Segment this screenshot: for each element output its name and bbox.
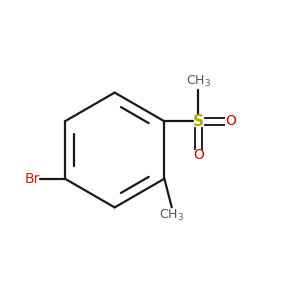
Text: S: S xyxy=(193,114,204,129)
Text: CH$_3$: CH$_3$ xyxy=(186,74,211,89)
Text: O: O xyxy=(225,114,236,128)
Text: Br: Br xyxy=(25,172,40,186)
Text: O: O xyxy=(193,148,204,162)
Text: CH$_3$: CH$_3$ xyxy=(159,208,184,223)
